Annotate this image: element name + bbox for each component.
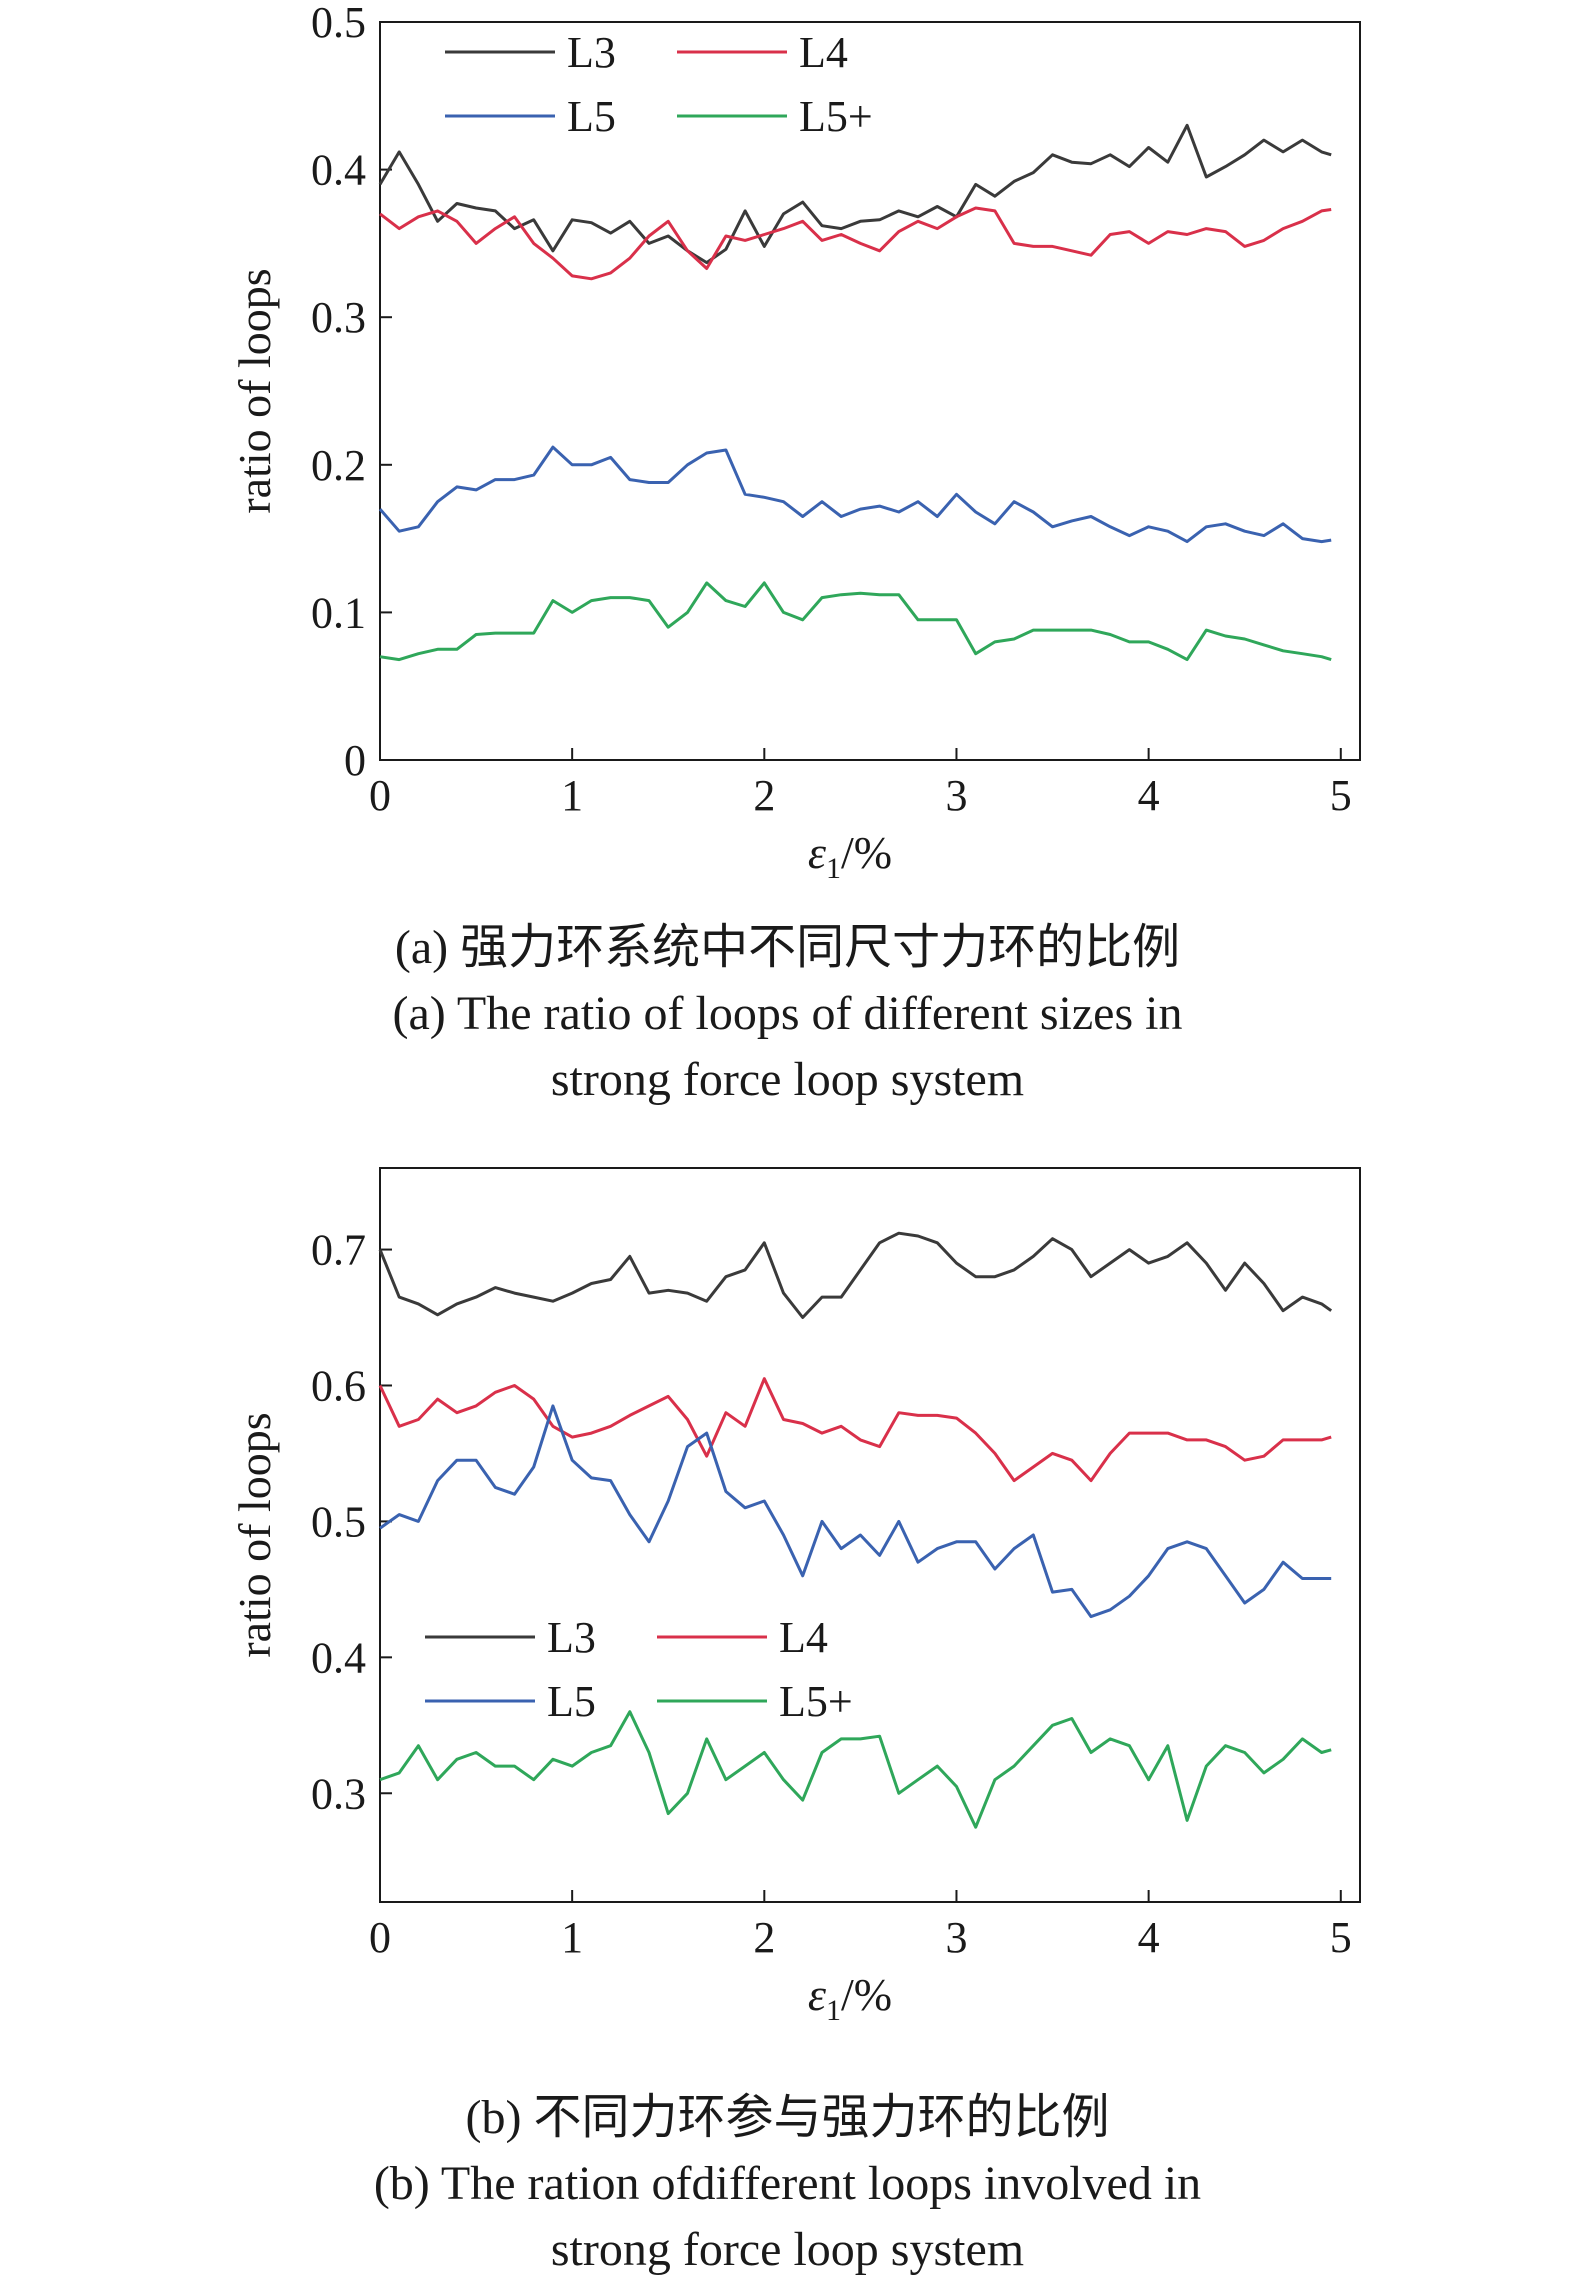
y-axis-title: ratio of loops bbox=[229, 1412, 280, 1657]
x-axis-title: ε1/% bbox=[808, 1969, 892, 2027]
y-tick-label: 0.1 bbox=[311, 588, 366, 637]
legend-label-l4: L4 bbox=[779, 1613, 828, 1662]
plot-frame bbox=[379, 21, 1361, 761]
line-chart-a: 0 0.1 0.2 0.3 0.4 0.5 0 1 2 3 4 5 ratio of loops ε1/%… bbox=[229, 0, 1361, 885]
legend-label-l3: L3 bbox=[567, 28, 616, 77]
series-line-l5 bbox=[379, 1404, 1332, 1619]
y-tick-label: 0.4 bbox=[311, 1633, 366, 1682]
series-line-l3 bbox=[378, 123, 1332, 265]
chart-panel-b: 0.3 0.4 0.5 0.6 0.7 0 1 2 3 4 5 ratio of loops ε1/% L… bbox=[0, 1150, 1575, 2296]
legend-label-l3: L3 bbox=[547, 1613, 596, 1662]
plot-frame bbox=[379, 1167, 1361, 1903]
x-tick-label: 2 bbox=[753, 771, 775, 820]
caption-a-zh: (a) 强力环系统中不同尺寸力环的比例 bbox=[394, 921, 1181, 974]
x-tick-label: 1 bbox=[561, 1913, 583, 1962]
y-tick-label: 0.7 bbox=[311, 1226, 366, 1275]
legend-label-l5: L5 bbox=[547, 1677, 596, 1726]
y-axis-title: ratio of loops bbox=[229, 268, 280, 513]
x-tick-label: 5 bbox=[1330, 1913, 1352, 1962]
caption-a-en-line1: (a) The ratio of loops of different size… bbox=[392, 987, 1183, 1040]
x-tick-label: 4 bbox=[1138, 771, 1160, 820]
y-tick-label: 0.6 bbox=[311, 1361, 366, 1410]
y-tick-label: 0.2 bbox=[311, 441, 366, 490]
x-tick-label: 3 bbox=[945, 771, 967, 820]
chart-panel-a: 0 0.1 0.2 0.3 0.4 0.5 0 1 2 3 4 5 ratio of loops ε1/%… bbox=[229, 0, 1361, 1106]
y-tick-label: 0.3 bbox=[311, 1769, 366, 1818]
series-line-l4 bbox=[379, 206, 1332, 281]
series-line-l3 bbox=[378, 1231, 1333, 1319]
series-line-l4 bbox=[378, 1377, 1332, 1483]
y-tick-label: 0.3 bbox=[311, 293, 366, 342]
line-chart-b: 0.3 0.4 0.5 0.6 0.7 0 1 2 3 4 5 ratio of loops ε1/% L… bbox=[229, 1167, 1361, 2027]
y-tick-label: 0.5 bbox=[311, 0, 366, 47]
caption-b-en-line2: strong force loop system bbox=[550, 2223, 1025, 2276]
series-line-l5-plus bbox=[379, 1710, 1332, 1829]
x-tick-label: 1 bbox=[561, 771, 583, 820]
legend-label-l4: L4 bbox=[799, 28, 848, 77]
caption-a-en-line2: strong force loop system bbox=[550, 1053, 1025, 1106]
series-line-l5 bbox=[378, 445, 1332, 544]
x-tick-label: 0 bbox=[369, 1913, 391, 1962]
x-tick-label: 3 bbox=[945, 1913, 967, 1962]
x-tick-label: 2 bbox=[753, 1913, 775, 1962]
caption-b-zh: (b) 不同力环参与强力环的比例 bbox=[465, 2091, 1110, 2144]
y-tick-label: 0.5 bbox=[311, 1497, 366, 1546]
y-tick-label: 0.4 bbox=[311, 146, 366, 195]
x-tick-label: 4 bbox=[1138, 1913, 1160, 1962]
x-axis-title: ε1/% bbox=[808, 827, 892, 885]
x-tick-label: 5 bbox=[1330, 771, 1352, 820]
legend-label-l5: L5 bbox=[567, 92, 616, 141]
y-tick-label: 0 bbox=[344, 736, 366, 785]
legend-label-l5-plus: L5+ bbox=[799, 92, 873, 141]
series-line-l5-plus bbox=[379, 581, 1332, 662]
x-tick-label: 0 bbox=[369, 771, 391, 820]
legend-label-l5-plus: L5+ bbox=[779, 1677, 853, 1726]
caption-b-en-line1: (b) The ration ofdifferent loops involve… bbox=[373, 2157, 1202, 2210]
